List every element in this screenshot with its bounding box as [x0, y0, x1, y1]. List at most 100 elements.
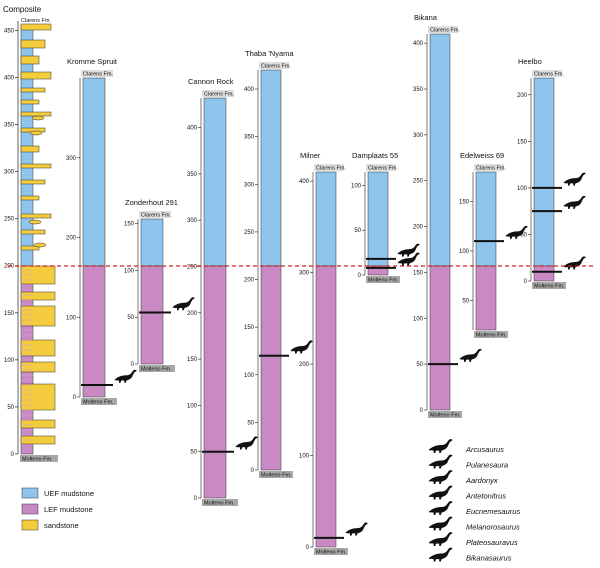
section-tick-label: 350 — [413, 87, 424, 93]
legend-taxon-icon-shape — [428, 516, 453, 531]
composite-tick-label: 400 — [4, 75, 15, 81]
section-lef-mudstone — [203, 265, 227, 499]
legend-taxon-icon — [428, 532, 453, 546]
taxon-silhouette-icon — [563, 256, 586, 270]
composite-title: Composite — [3, 5, 42, 14]
section-base-label-bg — [366, 276, 400, 283]
section-tick-label: 150 — [459, 200, 470, 206]
composite-sandstone-bed — [20, 99, 40, 105]
taxon-silhouette-icon-shape — [563, 172, 586, 186]
section-base-label-bg — [81, 398, 117, 405]
legend-taxon-icon-shape — [428, 532, 453, 546]
taxon-silhouette-icon-shape — [235, 436, 258, 450]
section-tick-label: 200 — [413, 225, 424, 231]
composite-tick-label: 200 — [4, 264, 15, 270]
section-tick-label: 0 — [420, 408, 424, 414]
composite-sandstone-bed — [20, 23, 52, 31]
legend-taxon-label-3: Antetonitrus — [465, 492, 506, 501]
section-base-label-0: Molteno Fm. — [83, 400, 114, 406]
taxon-silhouette-icon-shape — [563, 195, 586, 209]
composite-tick-label: 50 — [7, 405, 14, 411]
composite-sandstone-lens — [28, 219, 42, 225]
section-tick-label: 250 — [244, 230, 255, 236]
section-tick-label: 50 — [520, 232, 527, 238]
legend-taxon-label-2: Aardonyx — [465, 476, 498, 485]
section-top-label-0: Clarens Fm. — [83, 72, 113, 78]
legend-swatch-2 — [21, 519, 39, 531]
section-title-1: Zonderhout 291 — [125, 198, 178, 207]
legend-taxon-icon-shape — [428, 485, 453, 500]
section-top-label-bg — [532, 70, 562, 77]
section-base-label-bg — [532, 282, 566, 289]
composite-sandstone-bed — [20, 305, 56, 327]
section-base-label-bg — [202, 499, 238, 506]
composite-base-label-bg — [20, 455, 58, 462]
section-tick-label: 150 — [244, 325, 255, 331]
composite-sandstone-bed — [20, 213, 52, 219]
section-title-3: Thaba 'Nyama — [245, 49, 294, 58]
composite-sandstone-lens — [29, 130, 43, 136]
section-lef-mudstone — [140, 265, 164, 365]
taxon-silhouette-icon-shape — [397, 243, 420, 257]
taxon-silhouette-icon — [505, 225, 528, 239]
legend-taxon-icon-shape — [428, 501, 453, 515]
composite-sandstone-bed — [20, 145, 40, 153]
composite-sandstone-bed — [20, 419, 56, 429]
taxon-silhouette-icon-shape — [345, 522, 368, 536]
section-tick-label: 100 — [187, 403, 198, 409]
section-top-label-bg — [202, 90, 234, 97]
taxon-silhouette-icon-shape — [290, 340, 313, 354]
section-tick-label: 100 — [459, 249, 470, 255]
section-tick-label: 0 — [358, 273, 362, 279]
composite-top-label: Clarens Fm. — [21, 18, 51, 24]
section-tick-label: 150 — [517, 139, 528, 145]
section-tick-label: 100 — [244, 373, 255, 379]
section-lef-mudstone — [533, 265, 555, 282]
composite-sandstone-bed — [20, 55, 40, 65]
composite-sandstone-bed — [20, 361, 56, 373]
composite-sandstone-bed — [20, 339, 56, 357]
section-lef-mudstone — [82, 265, 106, 398]
legend-taxon-icon-shape — [428, 547, 453, 562]
legend-swatch-1 — [21, 503, 39, 515]
section-tick-label: 0 — [251, 468, 255, 474]
section-tick-label: 0 — [73, 395, 77, 401]
section-base-label-1: Molteno Fm. — [141, 367, 172, 373]
taxon-silhouette-icon — [172, 297, 195, 311]
section-tick-label: 50 — [416, 362, 423, 368]
composite-sandstone-lens — [31, 115, 45, 121]
section-title-5: Damplaats 55 — [352, 151, 398, 160]
section-tick-label: 0 — [306, 545, 310, 551]
section-tick-label: 200 — [517, 93, 528, 99]
section-uef-mudstone — [367, 171, 389, 267]
section-base-label-bg — [139, 365, 175, 372]
section-base-label-3: Molteno Fm. — [261, 473, 292, 479]
taxon-silhouette-icon — [290, 340, 313, 354]
legend-unit-label-2: sandstone — [44, 521, 79, 530]
section-tick-label: 100 — [66, 315, 77, 321]
legend-taxon-label-5: Melanorosaurus — [466, 523, 520, 532]
taxon-silhouette-icon — [345, 522, 368, 536]
legend-swatch-0 — [21, 487, 39, 499]
section-base-label-5: Molteno Fm. — [368, 278, 399, 284]
taxon-silhouette-icon — [397, 252, 420, 266]
section-tick-label: 300 — [66, 156, 77, 162]
section-top-label-bg — [366, 164, 396, 171]
composite-sandstone-bed — [20, 245, 40, 251]
taxon-silhouette-icon — [563, 195, 586, 209]
section-tick-label: 250 — [413, 179, 424, 185]
legend-taxon-label-7: Bikanasaurus — [466, 554, 512, 563]
section-base-label-bg — [259, 471, 293, 478]
composite-sandstone-lens — [33, 242, 47, 248]
legend-taxon-icon — [428, 470, 453, 484]
composite-tick-label: 150 — [4, 311, 15, 317]
section-uef-mudstone — [203, 97, 227, 267]
section-lef-mudstone — [260, 265, 282, 471]
section-base-label-7: Molteno Fm. — [476, 333, 507, 339]
section-base-label-2: Molteno Fm. — [204, 501, 235, 507]
section-lef-mudstone — [475, 265, 497, 331]
section-top-label-bg — [81, 70, 113, 77]
section-base-label-8: Molteno Fm. — [534, 284, 565, 290]
section-title-7: Edelweiss 69 — [460, 151, 504, 160]
section-tick-label: 400 — [299, 179, 310, 185]
